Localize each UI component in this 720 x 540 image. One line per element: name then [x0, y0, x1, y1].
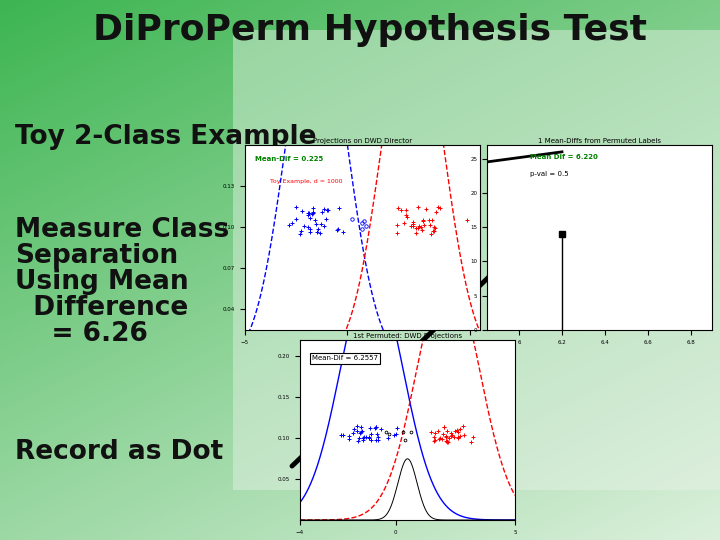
- Text: Mean-Dif = 6.2557: Mean-Dif = 6.2557: [312, 355, 378, 361]
- Text: Toy Example, d = 1000: Toy Example, d = 1000: [269, 179, 342, 184]
- Text: p-val = 0.5: p-val = 0.5: [530, 171, 569, 177]
- Text: Toy 2-Class Example: Toy 2-Class Example: [15, 124, 317, 150]
- FancyBboxPatch shape: [233, 30, 720, 490]
- Title: Projections on DWD Director: Projections on DWD Director: [313, 138, 412, 144]
- Text: Mean Dif = 6.220: Mean Dif = 6.220: [530, 154, 598, 160]
- Text: Difference: Difference: [15, 295, 188, 321]
- Text: Separation: Separation: [15, 243, 178, 269]
- Text: Using Mean: Using Mean: [15, 269, 189, 295]
- Title: 1st Permuted: DWD Projections: 1st Permuted: DWD Projections: [353, 333, 462, 339]
- Text: Record as Dot: Record as Dot: [15, 439, 223, 465]
- Text: Mean-Dif = 0.225: Mean-Dif = 0.225: [255, 157, 323, 163]
- Text: Measure Class: Measure Class: [15, 217, 229, 243]
- Title: 1 Mean-Diffs from Permuted Labels: 1 Mean-Diffs from Permuted Labels: [538, 138, 661, 144]
- Text: DiProPerm Hypothesis Test: DiProPerm Hypothesis Test: [93, 13, 647, 47]
- Text: = 6.26: = 6.26: [15, 321, 148, 347]
